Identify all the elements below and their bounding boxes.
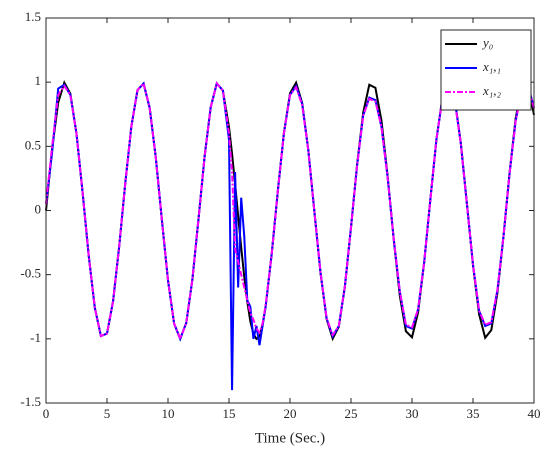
plot-frame	[45, 17, 535, 404]
y-tick-label: 0	[35, 201, 42, 216]
x-tick-label: 10	[162, 406, 175, 421]
y-tick-label: -1.5	[20, 394, 41, 409]
y-tick-label: 1	[35, 73, 42, 88]
x-tick-label: 35	[467, 406, 480, 421]
y-tick-label: -1	[30, 330, 41, 345]
legend-label: y₀	[481, 35, 493, 50]
x-tick-label: 30	[406, 406, 419, 421]
x-tick-label: 15	[223, 406, 236, 421]
x-tick-label: 40	[528, 406, 541, 421]
legend-label: x₁,₂	[482, 83, 502, 98]
x-tick-label: 5	[104, 406, 111, 421]
x-tick-label: 25	[345, 406, 358, 421]
y-tick-label: -0.5	[20, 266, 41, 281]
x-tick-label: 20	[284, 406, 297, 421]
x-axis-label: Time (Sec.)	[255, 430, 325, 446]
y-tick-label: 0.5	[25, 137, 41, 152]
legend-label: x₁,₁	[482, 59, 501, 74]
y-tick-label: 1.5	[25, 9, 41, 24]
x-tick-label: 0	[43, 406, 50, 421]
